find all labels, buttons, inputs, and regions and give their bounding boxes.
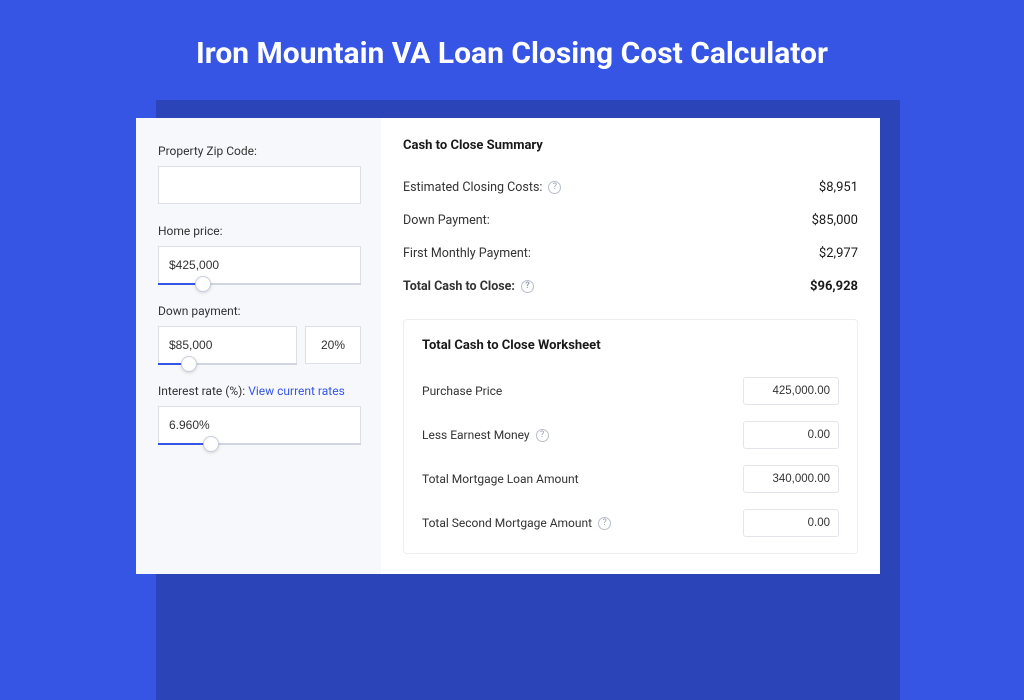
summary-row-total: Total Cash to Close: ? $96,928 — [403, 270, 858, 303]
down-payment-pct-input[interactable] — [305, 326, 361, 364]
page-title: Iron Mountain VA Loan Closing Cost Calcu… — [0, 0, 1024, 97]
slider-thumb[interactable] — [181, 356, 197, 372]
worksheet-row-earnest-money: Less Earnest Money ? — [422, 413, 839, 457]
summary-value: $8,951 — [819, 180, 858, 195]
summary-label: Estimated Closing Costs: — [403, 180, 542, 195]
summary-row-closing-costs: Estimated Closing Costs: ? $8,951 — [403, 171, 858, 204]
home-price-label: Home price: — [158, 224, 361, 238]
worksheet-label: Total Mortgage Loan Amount — [422, 472, 579, 486]
down-payment-field-group: Down payment: — [158, 304, 361, 364]
worksheet-input-mortgage-amount[interactable] — [743, 465, 839, 493]
interest-rate-input[interactable] — [158, 406, 361, 444]
slider-thumb[interactable] — [195, 276, 211, 292]
worksheet-row-second-mortgage: Total Second Mortgage Amount ? — [422, 501, 839, 545]
zip-label: Property Zip Code: — [158, 144, 361, 158]
worksheet-row-purchase-price: Purchase Price — [422, 369, 839, 413]
summary-row-first-payment: First Monthly Payment: $2,977 — [403, 237, 858, 270]
worksheet-label: Total Second Mortgage Amount — [422, 516, 592, 530]
worksheet-row-mortgage-amount: Total Mortgage Loan Amount — [422, 457, 839, 501]
worksheet-label: Less Earnest Money — [422, 428, 530, 442]
interest-rate-label: Interest rate (%): View current rates — [158, 384, 361, 398]
worksheet-title: Total Cash to Close Worksheet — [422, 338, 839, 353]
interest-rate-label-text: Interest rate (%): — [158, 384, 245, 398]
interest-rate-field-group: Interest rate (%): View current rates — [158, 384, 361, 444]
home-price-input[interactable] — [158, 246, 361, 284]
zip-field-group: Property Zip Code: — [158, 144, 361, 204]
help-icon[interactable]: ? — [536, 429, 549, 442]
zip-input[interactable] — [158, 166, 361, 204]
worksheet-label: Purchase Price — [422, 384, 502, 398]
home-price-slider[interactable] — [158, 246, 361, 284]
summary-value: $2,977 — [819, 246, 858, 261]
summary-label: Down Payment: — [403, 213, 490, 228]
worksheet-card: Total Cash to Close Worksheet Purchase P… — [403, 319, 858, 554]
worksheet-input-second-mortgage[interactable] — [743, 509, 839, 537]
worksheet-input-purchase-price[interactable] — [743, 377, 839, 405]
interest-rate-slider[interactable] — [158, 406, 361, 444]
slider-thumb[interactable] — [203, 436, 219, 452]
summary-label: First Monthly Payment: — [403, 246, 531, 261]
inputs-panel: Property Zip Code: Home price: Down paym… — [136, 118, 381, 574]
help-icon[interactable]: ? — [598, 517, 611, 530]
summary-label: Total Cash to Close: — [403, 279, 515, 294]
summary-title: Cash to Close Summary — [403, 138, 858, 153]
worksheet-input-earnest-money[interactable] — [743, 421, 839, 449]
down-payment-input[interactable] — [158, 326, 297, 364]
summary-row-down-payment: Down Payment: $85,000 — [403, 204, 858, 237]
down-payment-slider[interactable] — [158, 326, 297, 364]
down-payment-label: Down payment: — [158, 304, 361, 318]
help-icon[interactable]: ? — [521, 280, 534, 293]
home-price-field-group: Home price: — [158, 224, 361, 284]
summary-value: $85,000 — [812, 213, 858, 228]
view-rates-link[interactable]: View current rates — [248, 384, 345, 398]
summary-value: $96,928 — [810, 279, 858, 294]
results-panel: Cash to Close Summary Estimated Closing … — [381, 118, 880, 574]
help-icon[interactable]: ? — [548, 181, 561, 194]
calculator-card: Property Zip Code: Home price: Down paym… — [136, 118, 880, 574]
